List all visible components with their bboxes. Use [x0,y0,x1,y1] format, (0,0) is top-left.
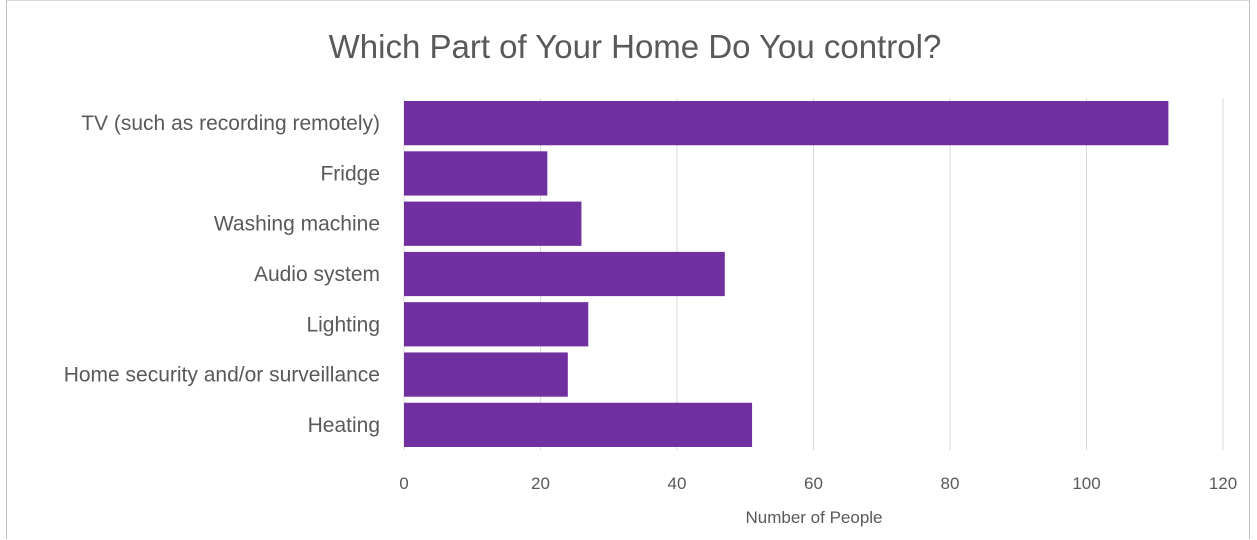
bar-chart: Which Part of Your Home Do You control? … [64,28,1238,527]
x-tick-label: 80 [941,474,960,493]
category-label: TV (such as recording remotely) [81,112,380,135]
category-label: Home security and/or surveillance [64,364,380,387]
bar [404,151,548,196]
x-axis-title: Number of People [745,508,882,527]
x-tick-label: 0 [399,474,408,493]
bar [404,101,1169,146]
x-tick-label: 60 [804,474,823,493]
bars [404,101,1169,447]
category-label: Lighting [306,313,380,336]
x-tick-label: 40 [668,474,687,493]
category-label: Audio system [254,263,380,286]
bar [404,302,589,347]
category-label: Fridge [320,162,380,185]
bar [404,352,568,397]
bar [404,402,753,447]
category-label: Heating [308,414,380,437]
bar [404,201,582,246]
x-tick-label: 20 [531,474,550,493]
chart-title: Which Part of Your Home Do You control? [329,28,942,65]
bar [404,251,725,297]
category-label: Washing machine [214,213,380,236]
x-tick-labels: 0 20 40 60 80 100 120 [399,474,1237,493]
x-tick-label: 120 [1209,474,1237,493]
chart-frame: Which Part of Your Home Do You control? … [6,0,1250,539]
x-tick-label: 100 [1072,474,1100,493]
category-labels: TV (such as recording remotely) Fridge Was… [64,112,380,437]
